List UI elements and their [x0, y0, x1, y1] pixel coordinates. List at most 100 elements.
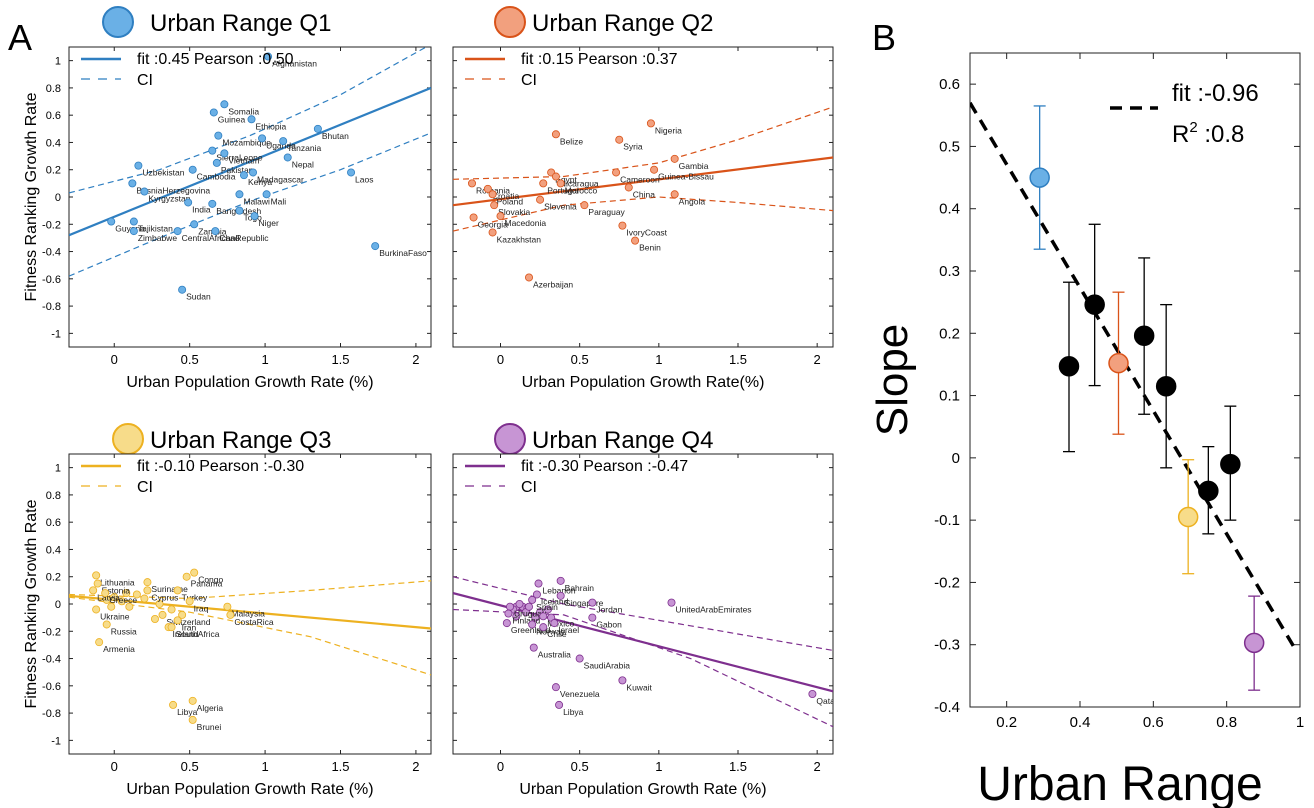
point-label: Jordan — [596, 605, 622, 615]
data-point — [512, 612, 521, 621]
data-point — [550, 619, 559, 628]
data-point — [107, 217, 116, 226]
panel-q4: Urban Range Q4 0 0.5 1 1.5 2 Urban Population … — [452, 423, 834, 798]
data-point — [185, 597, 194, 606]
data-point — [534, 579, 543, 588]
x-tick-label: 0.5 — [181, 759, 199, 774]
plot-area — [970, 101, 1298, 691]
data-point — [580, 201, 589, 210]
x-tick-label: 1 — [655, 759, 662, 774]
data-point — [371, 242, 380, 251]
data-point — [528, 620, 537, 629]
data-point — [588, 598, 597, 607]
title-marker — [112, 423, 144, 455]
x-axis-label: Urban Population Growth Rate (%) — [126, 374, 373, 391]
data-point — [250, 212, 259, 221]
data-point — [488, 228, 497, 237]
point-label: Australia — [538, 650, 571, 660]
data-point — [95, 638, 104, 647]
data-point — [158, 610, 167, 619]
x-tick-label: 0.5 — [571, 759, 589, 774]
data-point — [249, 168, 258, 177]
y-axis-label: Fitness Ranking Growth Rate — [23, 92, 40, 301]
point-label: Uruguay — [514, 609, 547, 619]
data-point — [556, 591, 565, 600]
data-point — [667, 598, 676, 607]
y-tick-label: -0.8 — [42, 301, 61, 313]
point-label: China — [633, 189, 655, 199]
point-label: Tanzania — [287, 143, 321, 153]
x-axis-label: Urban Population Growth Rate (%) — [519, 781, 766, 798]
data-point — [496, 212, 505, 221]
x-tick-label: 1.5 — [331, 759, 349, 774]
data-point — [529, 643, 538, 652]
point-label: Russia — [111, 626, 137, 636]
point-label: CostaRica — [234, 617, 273, 627]
data-point — [167, 605, 176, 614]
r2-symbol: R — [1172, 121, 1189, 148]
data-point — [502, 619, 511, 628]
point-label: Angola — [679, 196, 706, 206]
data-point — [173, 227, 182, 236]
point-label: Venezuela — [560, 689, 600, 699]
point-label: Bahrain — [565, 583, 595, 593]
point-label: SaudiArabia — [584, 661, 631, 671]
data-point — [551, 172, 560, 181]
y-tick-label: -0.2 — [42, 626, 61, 638]
point-label: Sudan — [186, 292, 211, 302]
data-point — [155, 600, 164, 609]
point-label: Georgia — [478, 219, 509, 229]
point-label: Slovakia — [498, 207, 530, 217]
legend-ci-label: CI — [521, 479, 537, 496]
y-tick-label: 0.8 — [46, 490, 61, 502]
data-point — [212, 158, 221, 167]
y-tick-label: 0 — [55, 192, 61, 204]
point-label: Slovenia — [544, 202, 577, 212]
data-point — [539, 623, 548, 632]
x-tick-label: 1 — [1296, 714, 1304, 731]
y-tick-label: 1 — [55, 56, 61, 68]
panel-title: Urban Range Q4 — [532, 427, 713, 454]
x-axis-label: Urban Range — [977, 758, 1263, 808]
data-point — [173, 616, 182, 625]
point-label: Greece — [109, 595, 137, 605]
data-point — [167, 623, 176, 632]
y-tick-label: -0.2 — [934, 574, 960, 591]
point-label: Israel — [558, 625, 579, 635]
data-point — [117, 597, 126, 606]
point-label: Zimbabwe — [138, 233, 177, 243]
y-tick-label: -0.4 — [42, 247, 61, 259]
y-tick-label: 0.6 — [939, 76, 960, 93]
panel-b: 0.2 0.4 0.6 0.8 1 -0.4 -0.3 -0.2 -0.1 0 0.1 0.2 0.3 0… — [868, 52, 1304, 808]
y-tick-label: 0 — [952, 450, 960, 467]
point-label: Poland — [497, 196, 524, 206]
point-label: Armenia — [103, 644, 135, 654]
point-label: Madagascar — [257, 174, 304, 184]
data-point — [650, 165, 659, 174]
data-point — [539, 179, 548, 188]
ci-lower-line — [69, 132, 431, 277]
point-label: Portugal — [547, 185, 579, 195]
x-axis-label: Urban Population Growth Rate (%) — [126, 781, 373, 798]
data-point — [264, 52, 273, 61]
data-point — [528, 595, 537, 604]
data-point — [129, 217, 138, 226]
point-label: Tajikistan — [138, 224, 173, 234]
point-label: Kenya — [248, 177, 272, 187]
x-tick-label: 2 — [814, 352, 821, 367]
x-tick-label: 0 — [497, 352, 504, 367]
x-tick-label: 1 — [261, 352, 268, 367]
x-tick-label: 0 — [111, 352, 118, 367]
data-point — [544, 605, 553, 614]
data-point — [107, 602, 116, 611]
data-point — [247, 115, 256, 124]
point-label: Kuwait — [626, 682, 652, 692]
data-point — [615, 135, 624, 144]
y-tick-label: -1 — [51, 328, 61, 340]
point-label: Azerbaijan — [533, 279, 573, 289]
point-label: BurkinaFaso — [379, 248, 427, 258]
data-point — [223, 602, 232, 611]
data-point — [190, 220, 199, 229]
x-tick-label: 1.5 — [729, 352, 747, 367]
